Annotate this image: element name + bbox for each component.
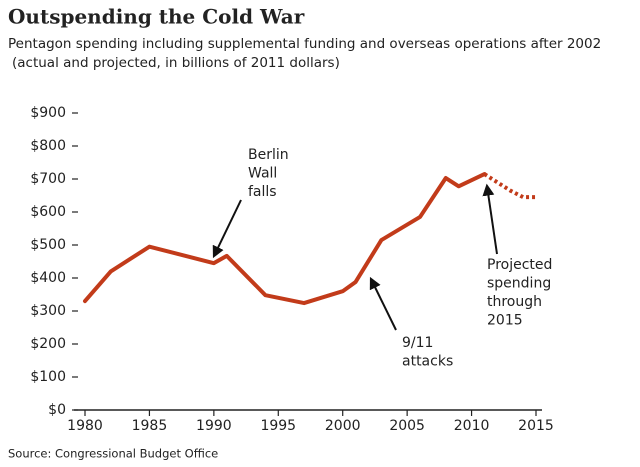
annotation: 2015	[487, 313, 523, 329]
x-tick-label: 1985	[132, 418, 168, 434]
annotation: Wall	[248, 166, 277, 182]
line-series	[83, 172, 487, 306]
y-tick-label: $900	[30, 105, 66, 121]
x-tick-label: 1995	[260, 418, 296, 434]
y-tick-label: $0	[48, 402, 66, 418]
x-tick-label: 2015	[518, 418, 554, 434]
x-tick-label: 2005	[389, 418, 425, 434]
annotation-arrow	[482, 183, 498, 255]
y-tick-label: $400	[30, 270, 66, 286]
y-tick-label: $300	[30, 303, 66, 319]
source: Source: Congressional Budget Office	[8, 447, 218, 461]
x-tick-label: 1980	[67, 418, 103, 434]
y-tick-label: $600	[30, 204, 66, 220]
annotation: spending	[487, 276, 551, 292]
annotation: attacks	[402, 354, 453, 370]
annotation: through	[487, 294, 542, 310]
annotation: falls	[248, 184, 277, 200]
y-tick-label: $500	[30, 237, 66, 253]
annotation-arrow	[369, 276, 397, 331]
subtitle: Pentagon spending including supplemental…	[8, 36, 601, 52]
x-tick-label: 2010	[454, 418, 490, 434]
line-series	[483, 172, 536, 200]
annotation-arrow	[212, 199, 242, 259]
x-tick-label: 1990	[196, 418, 232, 434]
y-tick-label: $800	[30, 138, 66, 154]
subtitle: (actual and projected, in billions of 20…	[12, 55, 340, 71]
y-tick-label: $700	[30, 171, 66, 187]
y-tick-label: $200	[30, 336, 66, 352]
x-tick-label: 2000	[325, 418, 361, 434]
annotation: Projected	[487, 257, 552, 273]
annotation: 9/11	[402, 335, 433, 351]
y-tick-label: $100	[30, 369, 66, 385]
annotation: Berlin	[248, 147, 289, 163]
chart-title: Outspending the Cold War	[8, 5, 305, 29]
